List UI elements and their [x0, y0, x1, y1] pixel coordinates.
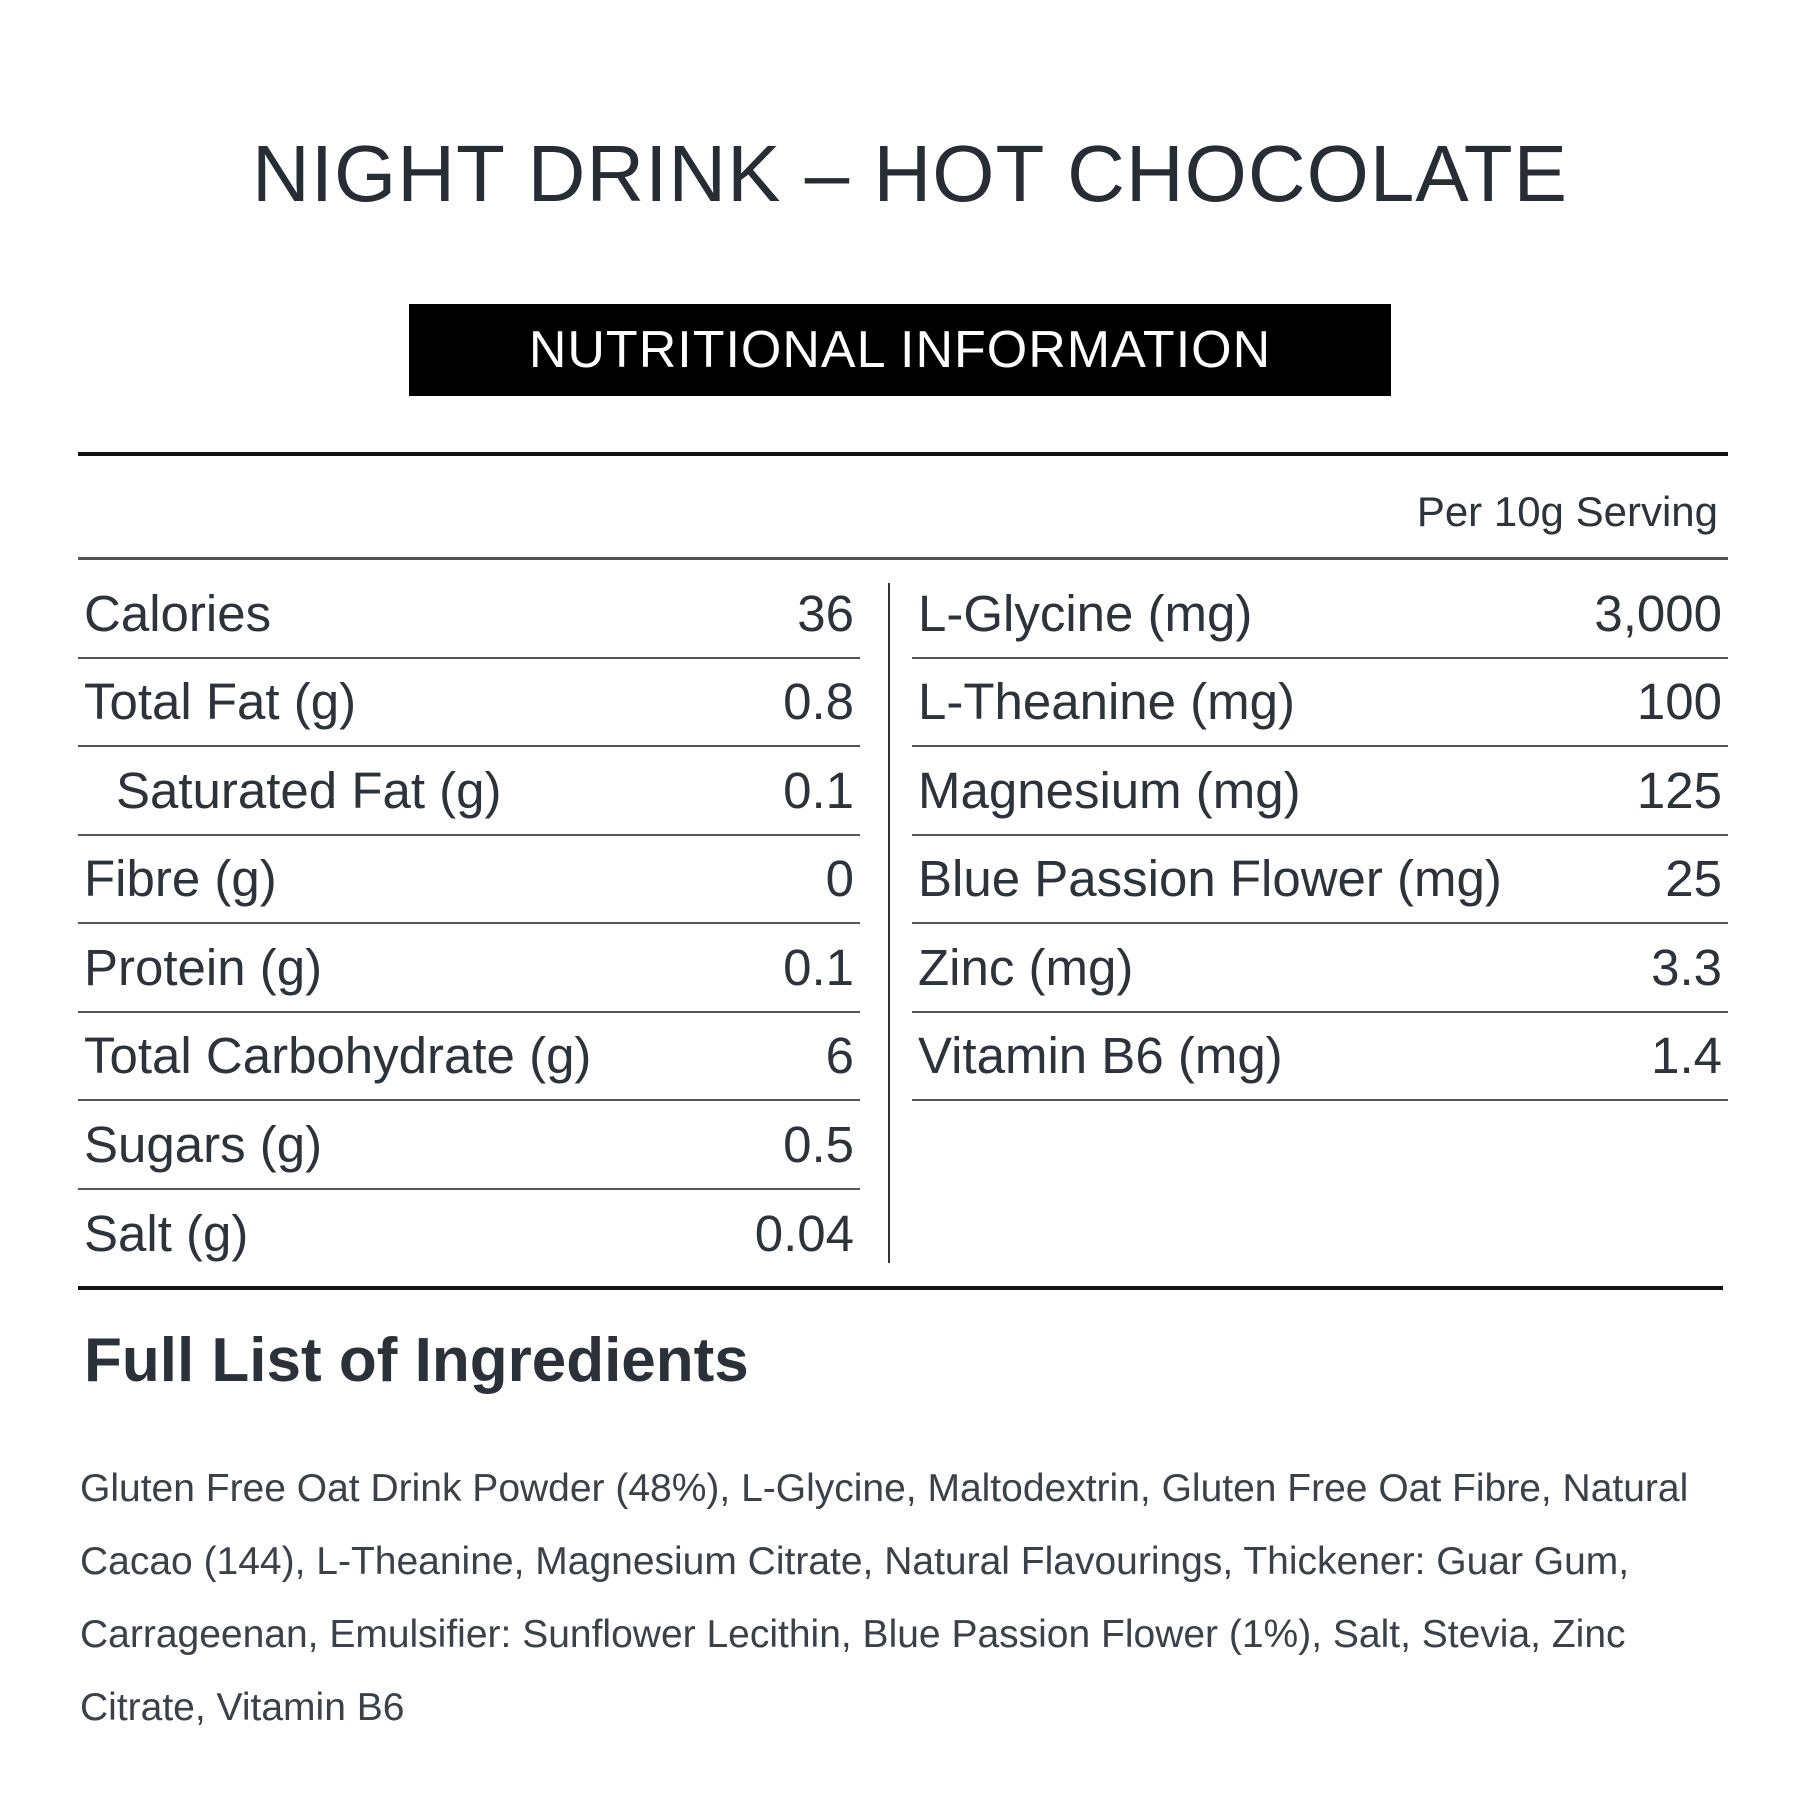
nutrient-value: 0.1	[783, 938, 854, 996]
nutrition-right-column: L-Glycine (mg) 3,000 L-Theanine (mg) 100 Mag…	[912, 570, 1728, 1101]
nutrient-value: 0.04	[754, 1205, 854, 1263]
column-divider	[888, 583, 890, 1263]
nutrient-row: Total Fat (g) 0.8	[78, 659, 860, 747]
nutrient-row: Fibre (g) 0	[78, 836, 860, 924]
nutrient-row: L-Glycine (mg) 3,000	[912, 570, 1728, 659]
nutrient-row: Magnesium (mg) 125	[912, 747, 1728, 836]
nutrient-value: 3,000	[1594, 584, 1722, 642]
ingredients-list: Gluten Free Oat Drink Powder (48%), L-Gl…	[80, 1467, 1689, 1729]
nutrient-label: Total Carbohydrate (g)	[84, 1027, 592, 1085]
nutrient-value: 36	[797, 584, 854, 642]
nutrient-label: L-Theanine (mg)	[918, 673, 1295, 731]
nutrient-value: 0.1	[783, 761, 854, 819]
nutrient-label: Salt (g)	[84, 1205, 249, 1263]
nutrient-row: L-Theanine (mg) 100	[912, 659, 1728, 747]
nutrient-value: 6	[825, 1027, 854, 1085]
nutrient-row: Total Carbohydrate (g) 6	[78, 1013, 860, 1101]
nutrient-row: Zinc (mg) 3.3	[912, 924, 1728, 1013]
nutrient-label: Sugars (g)	[84, 1115, 323, 1173]
product-title: NIGHT DRINK – HOT CHOCOLATE	[251, 129, 1569, 218]
nutrient-value: 1.4	[1651, 1027, 1722, 1085]
bottom-rule	[78, 1286, 1723, 1290]
top-rule	[78, 452, 1728, 456]
nutrient-row: Vitamin B6 (mg) 1.4	[912, 1013, 1728, 1101]
nutrient-value: 125	[1636, 761, 1722, 819]
nutrient-label: Zinc (mg)	[918, 938, 1134, 996]
nutrient-value: 100	[1636, 673, 1722, 731]
nutrient-label: Saturated Fat (g)	[116, 761, 502, 819]
header-rule	[78, 557, 1728, 560]
nutrition-left-column: Calories 36 Total Fat (g) 0.8 Saturated Fat …	[78, 570, 860, 1278]
nutrient-row: Sugars (g) 0.5	[78, 1101, 860, 1190]
nutrient-label: Protein (g)	[84, 938, 323, 996]
ingredients-heading: Full List of Ingredients	[84, 1326, 749, 1395]
serving-size: Per 10g Serving	[1416, 488, 1718, 535]
nutrient-row: Saturated Fat (g) 0.1	[78, 747, 860, 836]
nutrient-row: Protein (g) 0.1	[78, 924, 860, 1013]
banner-label: NUTRITIONAL INFORMATION	[528, 321, 1272, 379]
nutrition-banner: NUTRITIONAL INFORMATION	[409, 304, 1391, 396]
nutrient-value: 0.8	[783, 673, 854, 731]
nutrient-row: Calories 36	[78, 570, 860, 659]
nutrient-label: L-Glycine (mg)	[918, 584, 1253, 642]
nutrient-label: Total Fat (g)	[84, 673, 357, 731]
nutrient-label: Fibre (g)	[84, 850, 277, 908]
nutrient-row: Salt (g) 0.04	[78, 1190, 860, 1279]
nutrient-value: 0.5	[783, 1115, 854, 1173]
nutrient-label: Vitamin B6 (mg)	[918, 1027, 1283, 1085]
nutrient-value: 0	[825, 850, 854, 908]
nutrient-value: 25	[1665, 850, 1722, 908]
nutrient-label: Calories	[84, 584, 272, 642]
nutrient-label: Blue Passion Flower (mg)	[918, 850, 1502, 908]
nutrient-row: Blue Passion Flower (mg) 25	[912, 836, 1728, 924]
nutrient-value: 3.3	[1651, 938, 1722, 996]
nutrient-label: Magnesium (mg)	[918, 761, 1301, 819]
